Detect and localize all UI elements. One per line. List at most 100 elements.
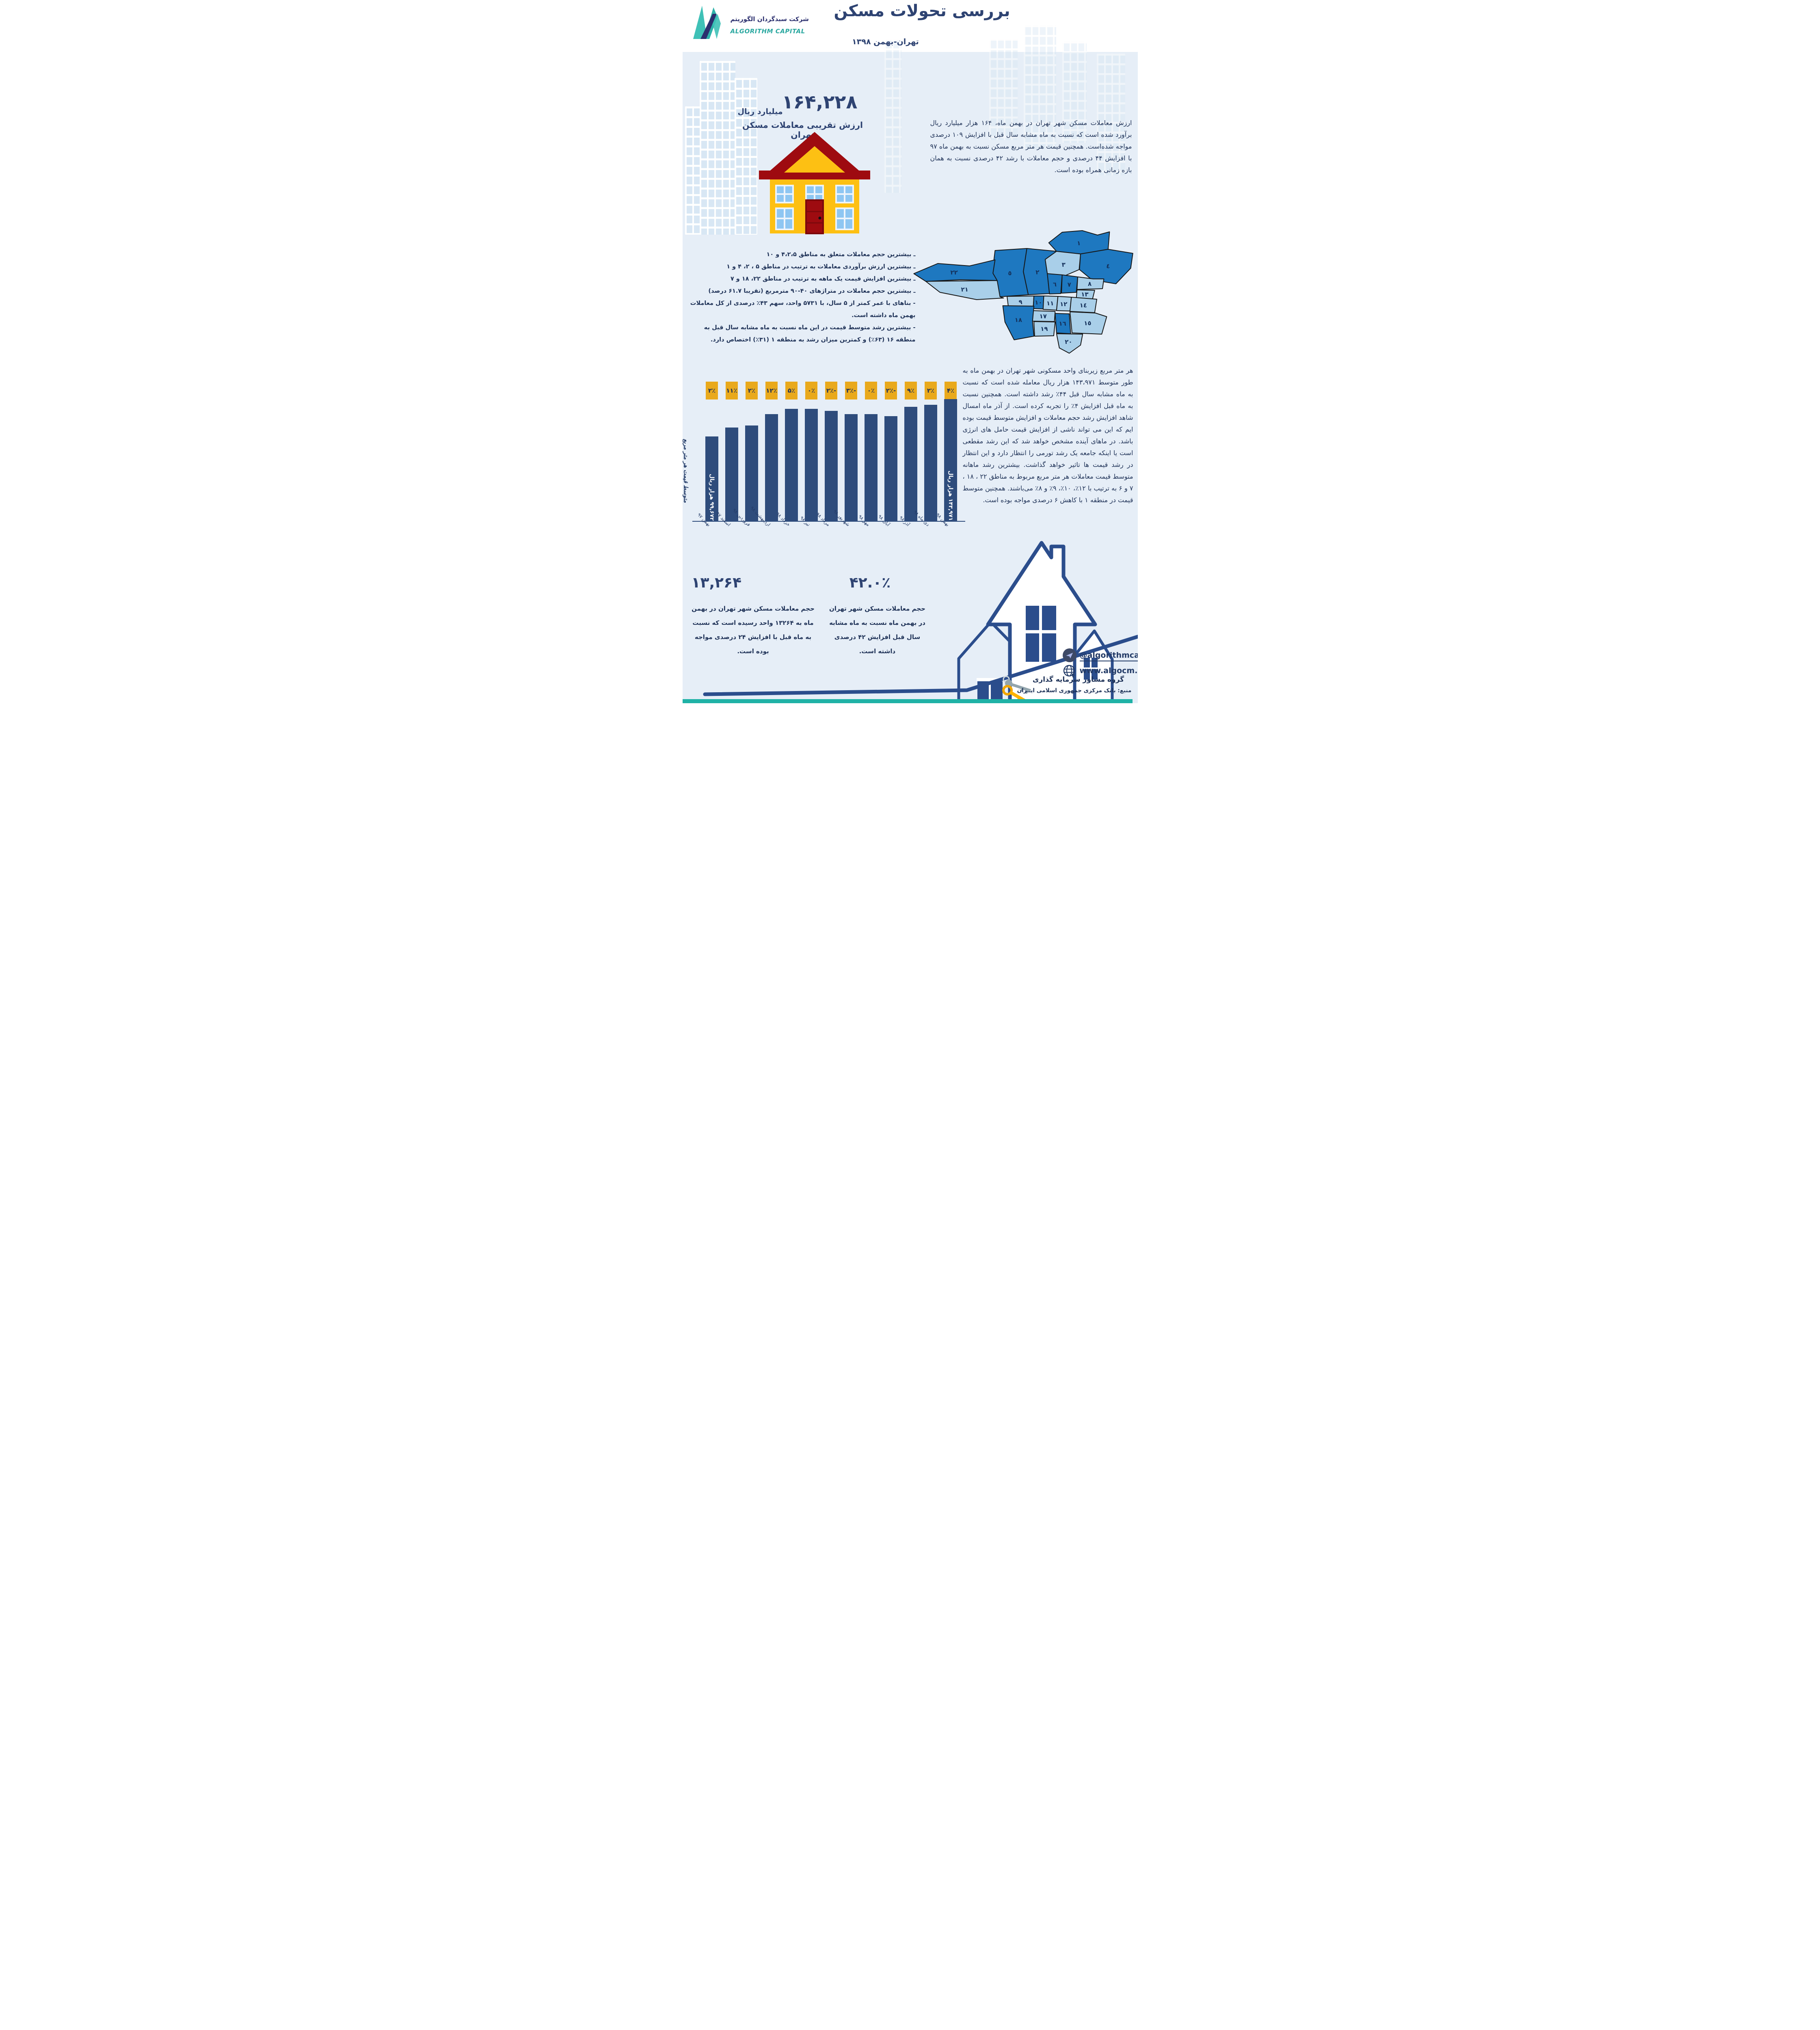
building-silhouette <box>1023 25 1056 149</box>
building-silhouette <box>699 61 735 235</box>
district-label-17: ١٧ <box>1039 313 1046 320</box>
chart-bar <box>904 407 917 521</box>
district-label-13: ١٣ <box>1081 291 1088 298</box>
volume-value: ۱۳,۲۶۴ <box>691 574 742 591</box>
price-chart: ۲٪ ۹۹,۶۷۲ هزار ریال بهمن ۹۷ ۱۱٪ اسفند ۹۷ ۲٪ فر… <box>690 380 974 558</box>
house-window-icon <box>775 207 794 230</box>
axis-baseline <box>692 521 965 522</box>
growth-badge: ۲٪ <box>706 382 718 400</box>
district-label-9: ٩ <box>1018 298 1022 306</box>
company-name-en: ALGORITHM CAPITAL <box>730 28 805 35</box>
district-label-2: ٢ <box>1035 269 1039 276</box>
header-band <box>682 0 1138 52</box>
district-label-22: ٢٢ <box>950 269 958 276</box>
district-label-1: ١ <box>1077 240 1081 247</box>
logo: شرکت سبدگردان الگوریتم ALGORITHM CAPITAL <box>692 2 813 43</box>
building-silhouette <box>989 39 1018 140</box>
district-label-4: ٤ <box>1106 263 1110 270</box>
district-label-16: ١٦ <box>1059 320 1066 327</box>
district-label-6: ٦ <box>1053 281 1056 288</box>
telegram-handle[interactable]: @algorithmcapital <box>1079 651 1138 661</box>
footer-source: منبع: بانک مرکزی جمهوری اسلامی ایــران <box>1017 687 1132 694</box>
district-label-3: ٣ <box>1061 261 1065 268</box>
ground-line <box>703 635 1138 696</box>
district-shape-6 <box>1046 273 1063 294</box>
hero-value: ۱۶۴,۲۲۸ <box>782 91 858 113</box>
district-label-18: ١٨ <box>1014 316 1022 324</box>
district-label-10: ١٠ <box>1035 299 1042 306</box>
infographic-page: شرکت سبدگردان الگوریتم ALGORITHM CAPITAL… <box>682 0 1138 703</box>
page-title: بررسی تحولات مسکن <box>834 2 1010 20</box>
chart-bar <box>825 411 838 521</box>
house-door-icon <box>805 199 824 234</box>
bar-value-label: ۹۹,۶۷۲ هزار ریال <box>709 474 715 521</box>
bullet-item: ـ بیشترین حجم معاملات در متراژهای ۴۰-۹۰ … <box>708 288 916 294</box>
growth-badge: -۲٪ <box>885 382 897 400</box>
building-silhouette <box>1096 54 1125 175</box>
building-silhouette <box>884 39 901 193</box>
house-illustration <box>759 132 870 234</box>
growth-text: حجم معاملات مسکن شهر تهران در بهمن ماه ن… <box>829 605 925 655</box>
volume-text: حجم معاملات مسکن شهر تهران در بهمن ماه ب… <box>692 605 815 655</box>
company-name-fa: شرکت سبدگردان الگوریتم <box>730 15 809 23</box>
chart-bar <box>865 414 878 521</box>
chart-bar <box>745 425 758 521</box>
growth-badge: ۱۱٪ <box>726 382 738 400</box>
district-label-20: ٢٠ <box>1065 338 1072 346</box>
y-axis-title: متوسط قیمت هر متر مربع <box>682 439 689 503</box>
growth-badge: -۲٪ <box>825 382 837 400</box>
chart-bar: ۹۹,۶۷۲ هزار ریال <box>705 436 718 521</box>
building-silhouette <box>734 78 757 235</box>
bar-value-label: ۱۴۳,۹۷۱ هزار ریال <box>947 471 954 521</box>
chart-bar: ۱۴۳,۹۷۱ هزار ریال <box>944 399 957 521</box>
footer-group-name: گروه مشاور سرمایه گذاری <box>1032 676 1124 684</box>
bullet-item: ـ بیشترین حجم معاملات متعلق به مناطق ۴،۲… <box>766 251 916 258</box>
district-shape-8 <box>1076 276 1104 290</box>
chart-bar <box>765 414 778 521</box>
bottom-bar <box>682 699 1133 703</box>
chart-bar <box>884 416 897 521</box>
district-shape-22 <box>913 259 998 282</box>
growth-value: ۴۲.۰٪ <box>849 574 891 591</box>
chart-bar <box>785 408 798 521</box>
website-url[interactable]: www.algocm.com <box>1079 666 1138 675</box>
growth-badge: -۳٪ <box>845 382 857 400</box>
globe-icon <box>1063 664 1076 678</box>
house-window-icon <box>835 207 854 230</box>
district-label-19: ١٩ <box>1040 325 1048 333</box>
growth-badge: ۵٪ <box>785 382 798 400</box>
growth-badge: ۲٪ <box>925 382 937 400</box>
bullet-item: - بناهای با عمر کمتر از ۵ سال، با ۵۷۳۱ و… <box>690 300 916 319</box>
district-label-12: ١٢ <box>1060 300 1067 308</box>
district-label-14: ١٤ <box>1079 302 1087 309</box>
building-silhouette <box>1062 41 1087 143</box>
telegram-icon <box>1062 648 1076 662</box>
growth-badge: ۰٪ <box>805 382 817 400</box>
building-silhouette <box>685 106 700 235</box>
district-shape-4 <box>1079 249 1133 284</box>
bullet-item: ـ بیشترین ارزش برآوردی معاملات به ترتیب … <box>726 263 916 270</box>
bullet-item: - بیشترین رشد متوسط قیمت در این ماه نسبت… <box>704 324 916 343</box>
district-label-8: ٨ <box>1088 280 1092 287</box>
chart-bar <box>924 404 937 521</box>
chart-bar <box>845 414 858 521</box>
analysis-paragraph: هر متر مربع زیربنای واحد مسکونی شهر تهرا… <box>962 367 1133 504</box>
bullet-item: ـ بیشترین افزایش قیمت یک ماهه به ترتیب د… <box>730 276 916 282</box>
growth-badge: ۴٪ <box>945 382 957 400</box>
chart-bar <box>805 408 818 521</box>
hero-caption: ارزش تقریبی معاملات مسکن تهران <box>742 120 863 140</box>
house-window-icon <box>775 185 794 203</box>
district-shape-20 <box>1056 333 1083 354</box>
district-shape-15 <box>1069 311 1107 335</box>
growth-badge: ۰٪ <box>865 382 877 400</box>
district-label-11: ١١ <box>1046 300 1054 307</box>
page-subtitle: تهران-بهمن ۱۳۹۸ <box>852 37 919 46</box>
hero-unit: میلیارد ریال <box>737 107 783 116</box>
growth-badge: ۱۲٪ <box>765 382 778 400</box>
bullet-list: ـ بیشترین حجم معاملات متعلق به مناطق ۴،۲… <box>690 248 916 346</box>
growth-badge: ۹٪ <box>905 382 917 400</box>
district-label-5: ٥ <box>1008 270 1012 277</box>
district-label-7: ٧ <box>1067 281 1071 288</box>
house-window-icon <box>805 185 824 203</box>
